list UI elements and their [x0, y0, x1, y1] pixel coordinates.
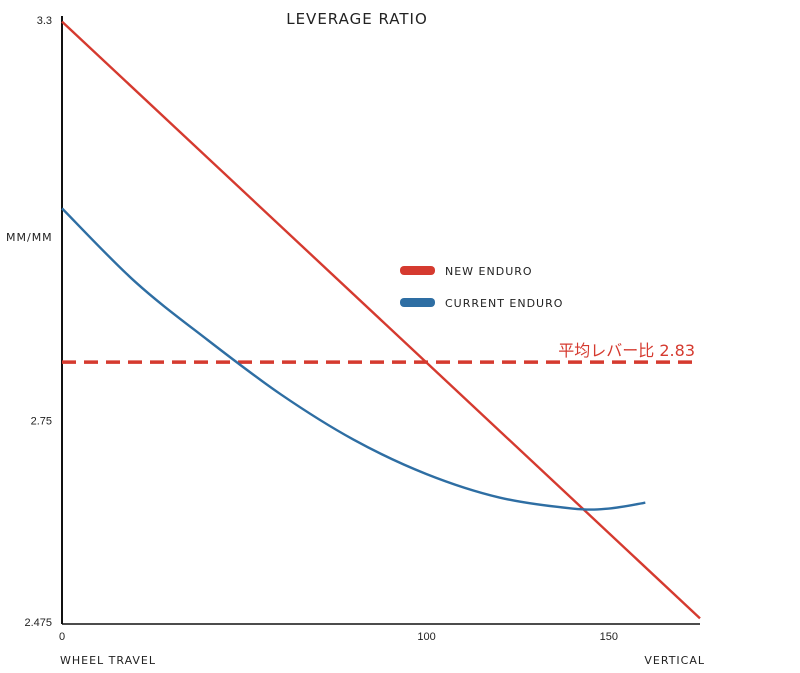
- x-tick-label: 150: [600, 631, 618, 643]
- tick-labels: 0 100 150 2.475 2.75 3.3: [24, 15, 618, 643]
- x-tick-label: 0: [59, 631, 65, 643]
- series-line-current-enduro: [61, 207, 646, 511]
- x-axis-label-right: VERTICAL: [644, 654, 705, 667]
- reference-line-group: 平均レバー比 2.83: [62, 341, 698, 364]
- y-tick-label: 2.475: [24, 617, 52, 629]
- chart-title: LEVERAGE RATIO: [286, 10, 428, 28]
- y-tick-label: 2.75: [31, 416, 52, 428]
- legend-swatch: [400, 266, 435, 275]
- series-group: [61, 20, 701, 620]
- x-axis-label: WHEEL TRAVEL: [60, 654, 156, 667]
- legend-label: NEW ENDURO: [445, 265, 533, 278]
- reference-line-label: 平均レバー比 2.83: [558, 341, 695, 360]
- legend: NEW ENDURO CURRENT ENDURO: [400, 265, 563, 310]
- series-line-new-enduro: [61, 20, 701, 620]
- x-tick-label: 100: [417, 631, 435, 643]
- y-tick-label: 3.3: [37, 15, 52, 27]
- legend-label: CURRENT ENDURO: [445, 297, 563, 310]
- y-axis-label: MM/MM: [6, 231, 53, 244]
- legend-swatch: [400, 298, 435, 307]
